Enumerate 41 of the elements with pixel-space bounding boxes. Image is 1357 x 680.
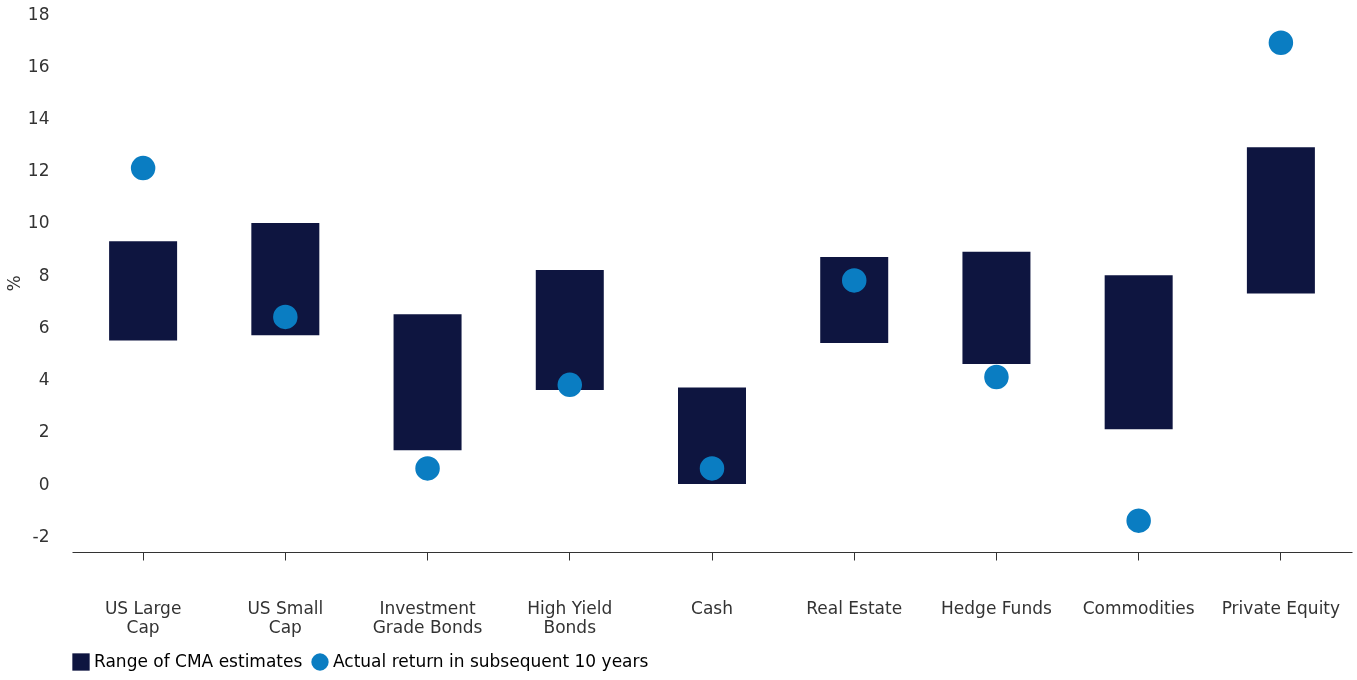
x-tick-label: Investment Grade Bonds xyxy=(372,597,483,637)
point xyxy=(699,456,725,481)
y-tick-label: -2 xyxy=(32,525,50,546)
point xyxy=(1126,508,1151,533)
y-axis-title: % xyxy=(3,275,24,292)
y-tick-label: 6 xyxy=(38,316,50,337)
y-tick-label: 10 xyxy=(27,212,50,233)
bar xyxy=(678,387,746,485)
x-tick-label: US Small Cap xyxy=(247,597,324,637)
x-tick-label: US Large Cap xyxy=(104,597,182,637)
point xyxy=(130,155,156,181)
point xyxy=(1268,30,1294,55)
x-tick-label: High Yield Bonds xyxy=(527,597,613,637)
y-tick-label: 0 xyxy=(38,473,50,494)
x-tick-label: Private Equity xyxy=(1221,597,1341,618)
y-tick-label: 2 xyxy=(38,421,50,442)
y-tick-label: 18 xyxy=(27,3,50,24)
bar xyxy=(109,241,178,341)
y-tick-label: 12 xyxy=(27,160,50,181)
bar xyxy=(1104,275,1173,430)
point xyxy=(415,456,440,481)
x-tick-label: Cash xyxy=(691,597,733,618)
bar xyxy=(820,256,889,344)
y-tick-label: 8 xyxy=(38,264,50,285)
bar xyxy=(393,314,462,451)
point xyxy=(273,304,298,330)
bar xyxy=(251,222,320,336)
y-tick-label: 4 xyxy=(38,369,50,390)
bar xyxy=(535,269,604,391)
x-tick-label: Commodities xyxy=(1082,597,1195,618)
bar xyxy=(1246,147,1315,294)
point xyxy=(557,372,583,398)
x-tick-label: Hedge Funds xyxy=(941,597,1052,618)
point xyxy=(984,364,1009,390)
y-tick-label: 14 xyxy=(27,107,50,128)
y-tick-label: 16 xyxy=(27,55,50,76)
point xyxy=(841,268,867,293)
legend-label: Range of CMA estimates xyxy=(94,651,303,671)
bar xyxy=(962,251,1031,364)
legend-label: Actual return in subsequent 10 years xyxy=(333,651,649,671)
x-tick-label: Real Estate xyxy=(806,597,903,618)
